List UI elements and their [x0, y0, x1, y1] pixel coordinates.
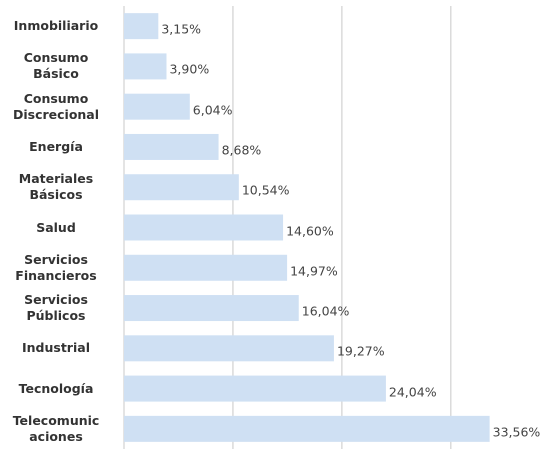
category-label: Servicios Públicos: [24, 292, 88, 324]
bar: [124, 254, 288, 281]
category-label: Salud: [36, 219, 76, 235]
category-label: Materiales Básicos: [18, 171, 94, 203]
bar: [124, 415, 490, 442]
value-label: 14,97%: [290, 263, 338, 279]
category-label: Industrial: [22, 340, 90, 356]
category-label: Consumo Discrecional: [12, 90, 100, 122]
value-label: 10,54%: [241, 182, 290, 198]
value-label: 6,04%: [192, 102, 233, 118]
bar: [124, 295, 299, 322]
category-label: Energía: [29, 138, 83, 154]
category-label: Inmobiliario: [13, 18, 99, 34]
bar: [124, 174, 239, 201]
category-label: Telecomunic aciones: [12, 412, 100, 444]
category-label: Tecnología: [18, 380, 94, 396]
bar: [124, 214, 284, 241]
bar: [124, 335, 334, 362]
value-label: 14,60%: [286, 223, 334, 238]
bar: [124, 133, 219, 160]
bar: [124, 375, 386, 402]
category-label: Consumo Básico: [23, 50, 89, 82]
category-label: Servicios Financieros: [15, 251, 97, 283]
bar: [124, 93, 190, 120]
value-label: 24,04%: [388, 384, 437, 400]
value-label: 16,04%: [301, 303, 350, 319]
value-label: 33,56%: [492, 424, 541, 440]
value-label: 3,90%: [169, 61, 210, 77]
bar: [124, 13, 159, 40]
value-label: 3,15%: [161, 21, 202, 37]
bar: [124, 53, 167, 80]
value-label: 19,27%: [336, 343, 385, 359]
value-label: 8,68%: [221, 142, 262, 158]
